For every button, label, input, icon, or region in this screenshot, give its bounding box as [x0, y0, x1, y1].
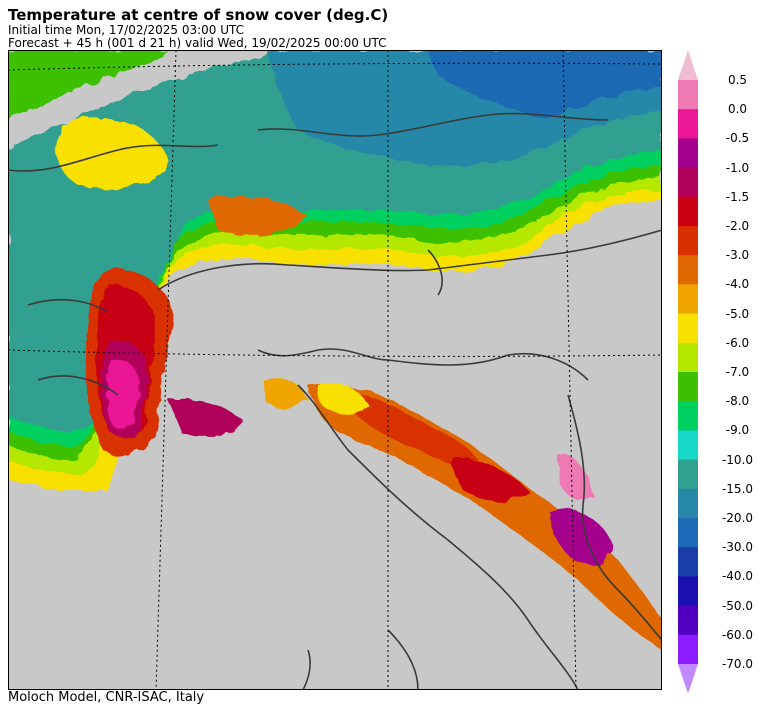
coastlines-and-borders [8, 112, 662, 690]
legend-label: -60.0 [721, 627, 754, 642]
legend-color-bin [678, 459, 698, 490]
legend-extend-bottom [678, 664, 698, 692]
legend-color-bin [678, 576, 698, 607]
forecast-valid-time: Forecast + 45 h (001 d 21 h) valid Wed, … [8, 36, 387, 50]
graticule-lines [8, 50, 662, 690]
legend-label: -3.0 [725, 248, 750, 263]
legend-color-bin [678, 196, 698, 227]
legend-label: -6.0 [725, 335, 750, 350]
legend-label: -30.0 [721, 540, 754, 555]
legend-color-bin [678, 255, 698, 285]
legend-label: -70.0 [721, 657, 754, 671]
alps-snow-field [8, 50, 662, 650]
snow-temperature-map [8, 50, 662, 690]
legend-label: -0.5 [725, 131, 750, 146]
legend-color-bin [678, 488, 698, 519]
legend-color-bin [678, 109, 698, 139]
legend-color-bin [678, 605, 698, 636]
legend-label: 0.0 [727, 102, 748, 117]
map-title: Temperature at centre of snow cover (deg… [8, 6, 389, 24]
legend-label: -2.0 [725, 219, 750, 233]
model-credit: Moloch Model, CNR-ISAC, Italy [8, 690, 205, 705]
legend-label: -4.0 [725, 277, 750, 292]
legend-color-bin [678, 284, 698, 315]
legend-label: -7.0 [725, 365, 750, 379]
legend-color-bin [678, 372, 698, 402]
legend-color-bin [678, 226, 698, 256]
legend-color-bin [678, 518, 698, 548]
initial-time: Initial time Mon, 17/02/2025 03:00 UTC [8, 23, 245, 37]
legend-color-bin [678, 138, 698, 169]
legend-color-bin [678, 342, 698, 373]
legend-label: -1.0 [725, 160, 750, 175]
legend-extend-top [678, 50, 698, 80]
legend-color-bin [678, 634, 698, 665]
legend-label: -8.0 [725, 394, 750, 409]
legend-label: -5.0 [725, 306, 750, 321]
legend-color-bin [678, 547, 698, 577]
legend-color-bin [678, 313, 698, 344]
legend-label: -50.0 [721, 598, 754, 613]
legend-color-bin [678, 430, 698, 461]
legend-label: -10.0 [721, 452, 754, 467]
legend-color-bin [678, 401, 698, 431]
legend-label: 0.5 [727, 73, 748, 87]
legend-label: -15.0 [721, 481, 754, 496]
legend-label: -9.0 [725, 423, 750, 438]
legend-label: -20.0 [721, 511, 754, 525]
legend-label: -40.0 [721, 569, 754, 584]
legend-color-bin [678, 80, 698, 110]
colorbar-legend [678, 50, 698, 692]
legend-label: -1.5 [725, 189, 750, 204]
legend-color-bin [678, 167, 698, 198]
